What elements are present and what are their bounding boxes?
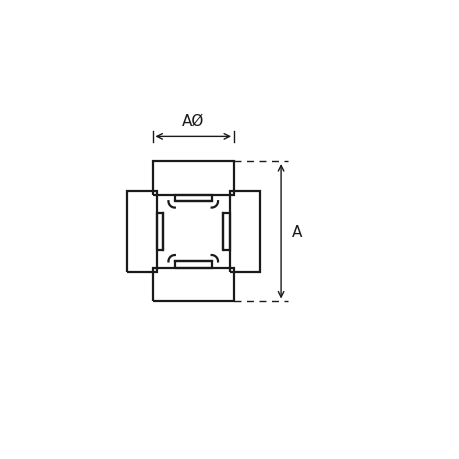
- Text: A: A: [291, 224, 302, 239]
- Text: AØ: AØ: [182, 113, 204, 128]
